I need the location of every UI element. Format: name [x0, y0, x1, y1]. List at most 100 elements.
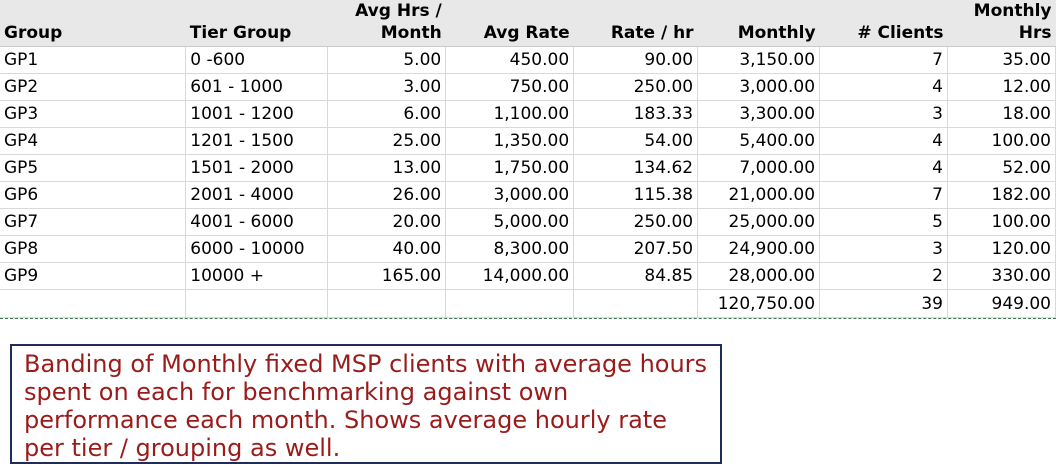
table-header: Group Tier Group Avg Hrs / Month Avg Rate… [0, 0, 1056, 47]
cell-rate-hr[interactable]: 250.00 [573, 73, 699, 101]
cell-tier-group[interactable]: 601 - 1000 [185, 73, 329, 101]
cell-monthly-hrs[interactable]: 100.00 [947, 127, 1056, 155]
cell-rate-hr[interactable]: 54.00 [573, 127, 699, 155]
cell-tier-group[interactable]: 6000 - 10000 [185, 235, 329, 263]
cell-group[interactable]: GP2 [0, 73, 187, 101]
table-row: GP1 0 -600 5.00 450.00 90.00 3,150.00 7 … [0, 46, 1056, 74]
cell-avg-rate[interactable]: 14,000.00 [445, 262, 575, 290]
cell-clients[interactable]: 7 [819, 46, 948, 74]
table-row: GP9 10000 + 165.00 14,000.00 84.85 28,00… [0, 262, 1056, 290]
cell-monthly[interactable]: 25,000.00 [697, 208, 821, 236]
cell-avg-rate[interactable]: 3,000.00 [445, 181, 575, 209]
cell-clients[interactable]: 4 [819, 73, 948, 101]
cell-monthly-hrs[interactable]: 52.00 [947, 154, 1056, 182]
cell-tier-group[interactable]: 1201 - 1500 [185, 127, 329, 155]
cell-monthly[interactable]: 7,000.00 [697, 154, 821, 182]
cell-clients[interactable]: 4 [819, 127, 948, 155]
cell-total-blank[interactable] [445, 289, 575, 318]
cell-clients[interactable]: 7 [819, 181, 948, 209]
header-tier-group: Tier Group [185, 0, 328, 47]
cell-group[interactable]: GP3 [0, 100, 187, 128]
spreadsheet-area: Group Tier Group Avg Hrs / Month Avg Rate… [0, 0, 1056, 319]
cell-monthly-hrs[interactable]: 182.00 [947, 181, 1056, 209]
cell-avg-rate[interactable]: 1,350.00 [445, 127, 575, 155]
cell-clients[interactable]: 5 [819, 208, 948, 236]
cell-group[interactable]: GP1 [0, 46, 187, 74]
cell-monthly[interactable]: 3,150.00 [697, 46, 821, 74]
cell-monthly[interactable]: 5,400.00 [697, 127, 821, 155]
table-row: GP6 2001 - 4000 26.00 3,000.00 115.38 21… [0, 181, 1056, 209]
table-row: GP8 6000 - 10000 40.00 8,300.00 207.50 2… [0, 235, 1056, 263]
header-avg-rate: Avg Rate [445, 0, 574, 47]
cell-avg-rate[interactable]: 1,100.00 [445, 100, 575, 128]
cell-avg-hrs[interactable]: 20.00 [327, 208, 447, 236]
cell-clients[interactable]: 4 [819, 154, 948, 182]
header-clients: # Clients [819, 0, 948, 47]
cell-monthly-hrs[interactable]: 330.00 [947, 262, 1056, 290]
cell-avg-rate[interactable]: 8,300.00 [445, 235, 575, 263]
cell-rate-hr[interactable]: 84.85 [573, 262, 699, 290]
cell-monthly-hrs[interactable]: 120.00 [947, 235, 1056, 263]
cell-group[interactable]: GP9 [0, 262, 187, 290]
description-callout: Banding of Monthly fixed MSP clients wit… [10, 344, 722, 464]
cell-avg-hrs[interactable]: 13.00 [327, 154, 447, 182]
cell-total-clients[interactable]: 39 [819, 289, 948, 318]
cell-rate-hr[interactable]: 207.50 [573, 235, 699, 263]
cell-group[interactable]: GP8 [0, 235, 187, 263]
cell-avg-rate[interactable]: 750.00 [445, 73, 575, 101]
cell-monthly-hrs[interactable]: 12.00 [947, 73, 1056, 101]
table-body: GP1 0 -600 5.00 450.00 90.00 3,150.00 7 … [0, 46, 1056, 318]
cell-avg-hrs[interactable]: 6.00 [327, 100, 447, 128]
header-monthly-hrs: Monthly Hrs [947, 0, 1056, 47]
cell-avg-hrs[interactable]: 165.00 [327, 262, 447, 290]
cell-avg-hrs[interactable]: 5.00 [327, 46, 447, 74]
header-rate-per-hr: Rate / hr [573, 0, 698, 47]
header-row: Group Tier Group Avg Hrs / Month Avg Rate… [0, 0, 1056, 47]
cell-monthly-hrs[interactable]: 18.00 [947, 100, 1056, 128]
cell-rate-hr[interactable]: 250.00 [573, 208, 699, 236]
cell-clients[interactable]: 3 [819, 235, 948, 263]
cell-total-monthly-hrs[interactable]: 949.00 [947, 289, 1056, 318]
cell-clients[interactable]: 3 [819, 100, 948, 128]
cell-monthly[interactable]: 3,300.00 [697, 100, 821, 128]
cell-rate-hr[interactable]: 183.33 [573, 100, 699, 128]
cell-group[interactable]: GP4 [0, 127, 187, 155]
cell-avg-rate[interactable]: 1,750.00 [445, 154, 575, 182]
table-row: GP3 1001 - 1200 6.00 1,100.00 183.33 3,3… [0, 100, 1056, 128]
cell-total-blank[interactable] [0, 289, 187, 318]
header-monthly: Monthly [697, 0, 820, 47]
cell-avg-hrs[interactable]: 25.00 [327, 127, 447, 155]
cell-tier-group[interactable]: 4001 - 6000 [185, 208, 329, 236]
msp-banding-table: Group Tier Group Avg Hrs / Month Avg Rate… [0, 0, 1056, 318]
cell-group[interactable]: GP5 [0, 154, 187, 182]
cell-monthly[interactable]: 21,000.00 [697, 181, 821, 209]
cell-tier-group[interactable]: 10000 + [185, 262, 329, 290]
cell-monthly[interactable]: 28,000.00 [697, 262, 821, 290]
cell-avg-hrs[interactable]: 3.00 [327, 73, 447, 101]
cell-tier-group[interactable]: 1001 - 1200 [185, 100, 329, 128]
cell-total-blank[interactable] [573, 289, 699, 318]
cell-avg-hrs[interactable]: 26.00 [327, 181, 447, 209]
cell-rate-hr[interactable]: 90.00 [573, 46, 699, 74]
cell-avg-hrs[interactable]: 40.00 [327, 235, 447, 263]
cell-tier-group[interactable]: 2001 - 4000 [185, 181, 329, 209]
cell-monthly[interactable]: 3,000.00 [697, 73, 821, 101]
table-row: GP5 1501 - 2000 13.00 1,750.00 134.62 7,… [0, 154, 1056, 182]
cell-monthly-hrs[interactable]: 35.00 [947, 46, 1056, 74]
cell-total-blank[interactable] [327, 289, 447, 318]
header-avg-hrs-month: Avg Hrs / Month [327, 0, 446, 47]
cell-group[interactable]: GP7 [0, 208, 187, 236]
cell-avg-rate[interactable]: 5,000.00 [445, 208, 575, 236]
cell-rate-hr[interactable]: 134.62 [573, 154, 699, 182]
cell-total-blank[interactable] [185, 289, 329, 318]
totals-row: 120,750.00 39 949.00 [0, 289, 1056, 318]
cell-rate-hr[interactable]: 115.38 [573, 181, 699, 209]
cell-tier-group[interactable]: 1501 - 2000 [185, 154, 329, 182]
cell-monthly-hrs[interactable]: 100.00 [947, 208, 1056, 236]
cell-avg-rate[interactable]: 450.00 [445, 46, 575, 74]
cell-monthly[interactable]: 24,900.00 [697, 235, 821, 263]
cell-clients[interactable]: 2 [819, 262, 948, 290]
cell-total-monthly[interactable]: 120,750.00 [697, 289, 821, 318]
cell-group[interactable]: GP6 [0, 181, 187, 209]
cell-tier-group[interactable]: 0 -600 [185, 46, 329, 74]
